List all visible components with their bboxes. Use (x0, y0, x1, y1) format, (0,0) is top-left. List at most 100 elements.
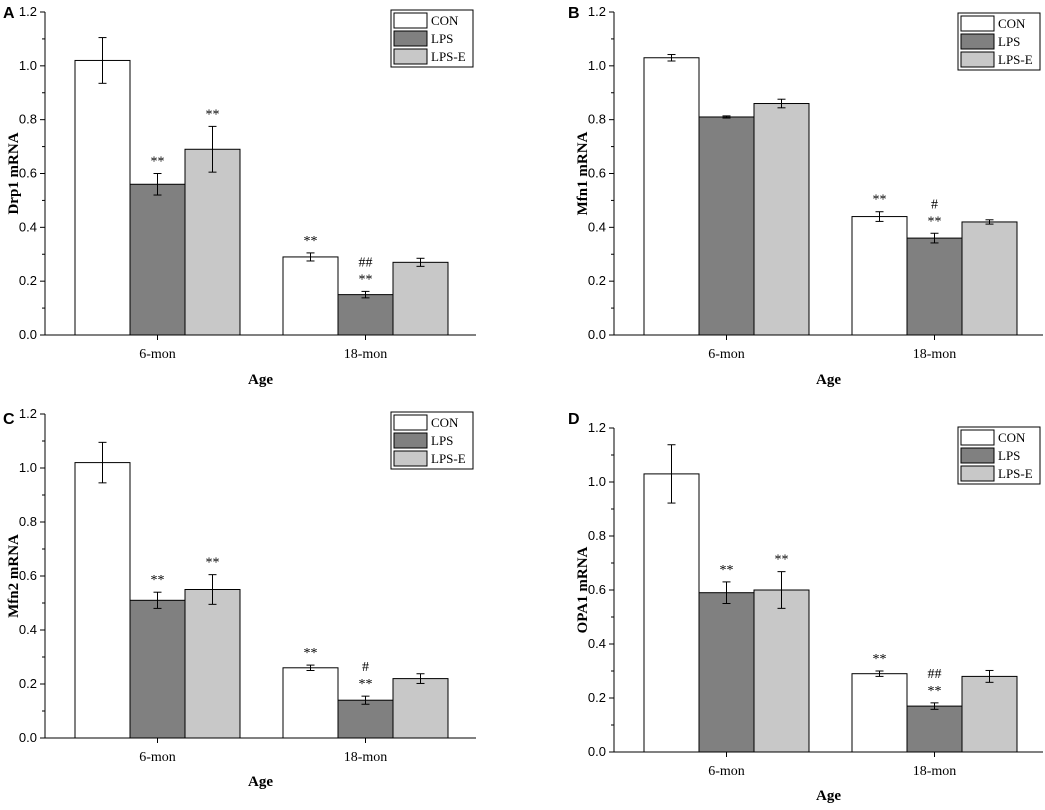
y-tick-label: 0.0 (19, 327, 37, 342)
legend-label-lps-e: LPS-E (998, 466, 1033, 481)
legend-label-con: CON (998, 430, 1026, 445)
panel-letter: A (3, 5, 15, 22)
y-tick-label: 0.6 (19, 568, 37, 583)
significance-annotation: ## ** (928, 667, 942, 699)
y-tick-label: 1.2 (19, 4, 37, 19)
y-tick-label: 1.2 (588, 4, 606, 19)
x-tick-label: 6-mon (139, 750, 176, 765)
legend-swatch-lps (393, 30, 428, 47)
error-bar (777, 98, 786, 109)
x-tick-label: 18-mon (344, 347, 388, 362)
error-bar (930, 232, 939, 244)
legend-label-con: CON (998, 16, 1026, 31)
bar-lps-18-mon (906, 705, 963, 753)
legend-label-lps-e: LPS-E (998, 52, 1033, 67)
error-bar (361, 695, 370, 705)
bar-lps-6-mon (129, 183, 186, 336)
bar-con-6-mon (643, 57, 700, 336)
x-axis-title: Age (816, 372, 841, 388)
significance-annotation: ** (873, 652, 887, 667)
bar-lps-e-6-mon (753, 589, 810, 753)
y-tick-label: 0.6 (588, 582, 606, 597)
error-bar (930, 702, 939, 710)
panel-b: B 0.0 0.2 0.4 0.6 0.8 1.0 1.2 Mfn1 mRNA Age 6-mon 1… (568, 4, 1043, 388)
significance-annotation: ** (720, 563, 734, 578)
error-bar (306, 252, 315, 262)
x-tick-label: 18-mon (913, 347, 957, 362)
error-bar (361, 290, 370, 299)
y-axis-title: Drp1 mRNA (6, 132, 22, 214)
bar-lps-e-18-mon (961, 221, 1018, 336)
legend: CON LPS LPS-E (957, 426, 1041, 485)
significance-annotation: # ** (928, 197, 942, 229)
bar-lps-6-mon (698, 592, 755, 753)
y-tick-label: 0.6 (19, 166, 37, 181)
significance-annotation: ** (775, 553, 789, 568)
legend-label-lps: LPS (998, 34, 1020, 49)
bar-lps-e-6-mon (184, 148, 241, 336)
x-tick-label: 18-mon (344, 750, 388, 765)
error-bar (722, 115, 731, 119)
bar-lps-e-6-mon (753, 103, 810, 336)
bar-con-6-mon (643, 473, 700, 753)
legend-label-lps-e: LPS-E (431, 451, 466, 466)
significance-annotation: ** (304, 646, 318, 661)
y-tick-label: 0.8 (588, 528, 606, 543)
bar-con-18-mon (851, 673, 908, 753)
significance-annotation: ** (151, 573, 165, 588)
significance-annotation: # ** (359, 660, 373, 692)
legend: CON LPS LPS-E (390, 9, 474, 68)
error-bar (667, 444, 676, 504)
y-tick-label: 1.2 (19, 406, 37, 421)
error-bar (875, 211, 884, 222)
y-tick-label: 0.6 (588, 166, 606, 181)
significance-annotation: ** (206, 107, 220, 122)
y-tick-label: 0.4 (588, 219, 606, 234)
significance-annotation: ## ** (359, 255, 373, 287)
x-axis-title: Age (248, 372, 273, 388)
bar-lps-e-18-mon (961, 675, 1018, 753)
x-tick-label: 6-mon (708, 347, 745, 362)
significance-annotation: ** (304, 234, 318, 249)
x-tick-label: 6-mon (139, 347, 176, 362)
legend-swatch-con (960, 15, 995, 32)
x-tick-label: 18-mon (913, 764, 957, 779)
bar-con-18-mon (851, 216, 908, 336)
error-bar (153, 591, 162, 609)
y-axis-title: Mfn2 mRNA (6, 534, 22, 618)
y-tick-label: 0.4 (19, 219, 37, 234)
bar-con-6-mon (74, 59, 131, 336)
y-tick-label: 1.0 (588, 58, 606, 73)
error-bar (875, 670, 884, 677)
y-tick-label: 1.0 (19, 460, 37, 475)
error-bar (153, 173, 162, 196)
y-axis-title: Mfn1 mRNA (575, 131, 591, 215)
panel-a: A 0.0 0.2 0.4 0.6 0.8 1.0 1.2 Drp1 mRNA Age 6-mon 1… (3, 4, 476, 388)
legend: CON LPS LPS-E (957, 12, 1041, 71)
y-tick-label: 0.8 (588, 112, 606, 127)
bar-con-6-mon (74, 462, 131, 739)
bar-con-18-mon (282, 256, 339, 336)
x-axis-title: Age (816, 788, 841, 804)
legend-swatch-con (960, 429, 995, 446)
legend-swatch-lps (393, 432, 428, 449)
legend-swatch-lps-e (393, 48, 428, 65)
legend-label-lps: LPS (431, 433, 453, 448)
y-tick-label: 0.2 (588, 273, 606, 288)
x-tick-label: 6-mon (708, 764, 745, 779)
error-bar (416, 257, 425, 267)
bar-lps-18-mon (906, 237, 963, 336)
bar-lps-6-mon (129, 599, 186, 739)
y-tick-label: 0.4 (588, 636, 606, 651)
y-tick-label: 0.0 (588, 744, 606, 759)
error-bar (98, 441, 107, 484)
legend-swatch-lps (960, 447, 995, 464)
bar-lps-18-mon (337, 699, 394, 739)
bar-lps-18-mon (337, 294, 394, 336)
y-tick-label: 0.2 (19, 273, 37, 288)
significance-annotation: ** (206, 556, 220, 571)
legend: CON LPS LPS-E (390, 411, 474, 470)
y-tick-label: 0.0 (19, 730, 37, 745)
legend-swatch-lps (960, 33, 995, 50)
